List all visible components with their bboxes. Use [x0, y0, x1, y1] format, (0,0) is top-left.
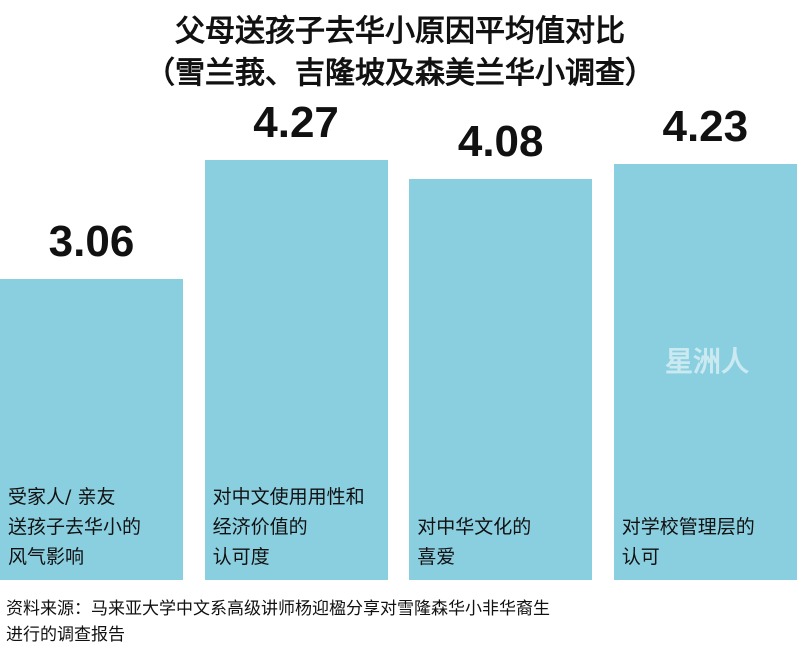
bar	[204, 160, 388, 580]
category-label: 对中华文化的 喜爱	[417, 516, 532, 568]
value-label: 4.23	[662, 102, 749, 152]
chart-title: 父母送孩子去华小原因平均值对比	[175, 14, 625, 49]
value-label: 4.27	[253, 98, 339, 148]
category-label: 受家人/ 亲友 送孩子去华小的 风气影响	[8, 486, 142, 568]
watermark: 星洲人	[665, 345, 750, 378]
chart-subtitle: （雪兰莪、吉隆坡及森美兰华小调查）	[145, 56, 655, 91]
category-label: 对中文使用用性和 经济价值的 认可度	[212, 486, 365, 568]
value-label: 4.08	[457, 116, 544, 166]
bar	[0, 279, 183, 580]
bar	[613, 164, 797, 580]
value-label: 3.06	[48, 217, 135, 267]
category-label: 对学校管理层的 认可	[621, 516, 755, 568]
bar	[409, 178, 593, 580]
source-note: 资料来源：马来亚大学中文系高级讲师杨迎楹分享对雪隆森华小非华裔生 进行的调查报告	[6, 599, 550, 645]
